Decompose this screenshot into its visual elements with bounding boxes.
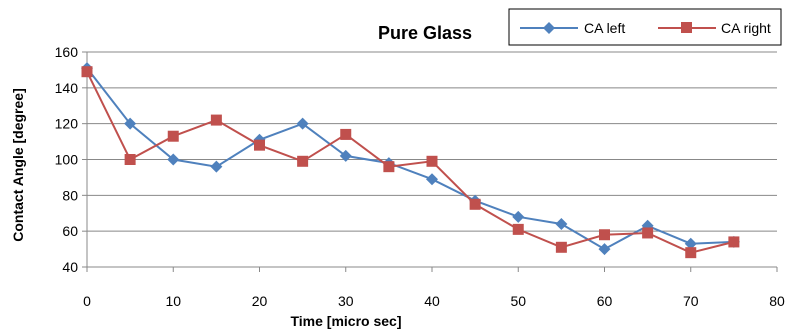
point-ca-right [685,247,697,259]
point-ca-right [167,130,179,142]
point-ca-left [512,210,525,223]
x-axis-title: Time [micro sec] [290,313,401,329]
point-ca-left [296,117,309,130]
y-tick-label: 140 [55,80,79,96]
series-line-ca-right [86,71,735,254]
x-tick-label: 10 [165,293,181,309]
point-ca-right [81,66,93,78]
point-ca-right [340,128,352,140]
x-tick-label: 20 [252,293,268,309]
y-tick-label: 120 [55,116,79,132]
chart-title: Pure Glass [378,23,472,43]
x-tick-label: 50 [510,293,526,309]
x-tick-label: 0 [83,293,91,309]
point-ca-left [598,243,611,256]
legend-label-ca-right: CA right [721,20,771,36]
x-tick-label: 40 [424,293,440,309]
point-ca-left [426,173,438,186]
point-ca-right [599,229,610,241]
point-ca-right [383,161,395,173]
point-ca-left [684,237,697,250]
point-ca-left [124,117,137,130]
tick-labels: 40 60 80 100 120 140 160 0 10 20 30 40 50 60 70 80 [55,44,785,309]
series-layer [81,62,740,259]
legend-label-ca-left: CA left [584,20,625,36]
point-ca-right [512,223,524,235]
point-ca-right [254,139,265,151]
x-tick-label: 30 [338,293,354,309]
x-tick-label: 60 [597,293,613,309]
legend-marker-ca-right [681,22,692,33]
point-ca-left [167,153,180,166]
point-ca-right [297,155,309,167]
point-ca-left [210,160,223,173]
point-ca-right [469,198,481,210]
y-tick-label: 60 [62,223,78,239]
point-ca-right [555,241,567,253]
series-line-ca-left [86,67,734,251]
legend-marker-ca-left [543,22,555,34]
legend: CA left CA right [508,8,782,46]
point-ca-left [555,218,568,230]
point-ca-right [124,154,136,165]
point-ca-left [339,149,352,162]
y-tick-label: 160 [55,44,79,60]
point-ca-right [642,227,654,239]
y-tick-label: 100 [55,152,79,168]
y-tick-label: 80 [62,187,78,203]
point-ca-right [728,236,740,248]
x-tick-label: 80 [769,293,785,309]
x-tick-label: 70 [683,293,699,309]
y-axis-title: Contact Angle [degree] [10,88,26,242]
point-ca-right [426,155,438,167]
axes [82,51,778,272]
y-tick-label: 40 [62,259,78,275]
point-ca-right [210,114,222,126]
